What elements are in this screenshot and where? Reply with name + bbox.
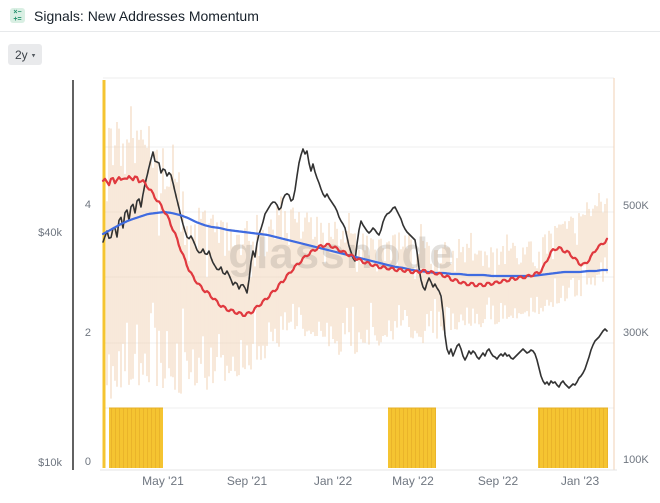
- chevron-down-icon: ▾: [31, 52, 36, 59]
- date-axis-tick-label: May '22: [392, 474, 434, 488]
- date-axis-tick-label: Sep '21: [227, 474, 268, 488]
- title-bar: ×− += Signals: New Addresses Momentum: [0, 0, 660, 32]
- momentum-axis-tick-label: 0: [85, 456, 91, 468]
- addresses-axis-tick-label: 100K: [623, 454, 649, 466]
- momentum-axis-tick-label: 2: [85, 327, 91, 339]
- addresses-axis-tick-label: 300K: [623, 327, 649, 339]
- momentum-fast-line: [101, 175, 609, 317]
- time-range-value: 2y: [15, 47, 28, 62]
- signal-zone: [109, 408, 163, 468]
- price-line: [102, 148, 608, 389]
- signal-zone: [538, 408, 608, 468]
- date-axis-tick-label: Jan '23: [561, 474, 600, 488]
- date-axis-tick-label: May '21: [142, 474, 184, 488]
- momentum-axis-tick-label: 4: [85, 199, 91, 211]
- icon-glyph-top: ×−: [13, 8, 22, 16]
- price-axis-tick-label: $10k: [38, 457, 62, 469]
- signals-calculator-icon: ×− +=: [10, 8, 25, 23]
- momentum-slow-average-line: [101, 211, 609, 278]
- addresses-axis-tick-label: 500K: [623, 200, 649, 212]
- icon-glyph-bottom: +=: [13, 15, 22, 23]
- signal-zone: [388, 408, 436, 468]
- time-range-selector[interactable]: 2y ▾: [8, 44, 43, 65]
- date-axis-tick-label: Jan '22: [314, 474, 353, 488]
- date-axis-tick-label: Sep '22: [478, 474, 519, 488]
- page-title: Signals: New Addresses Momentum: [34, 7, 259, 24]
- price-axis-tick-label: $40k: [38, 227, 62, 239]
